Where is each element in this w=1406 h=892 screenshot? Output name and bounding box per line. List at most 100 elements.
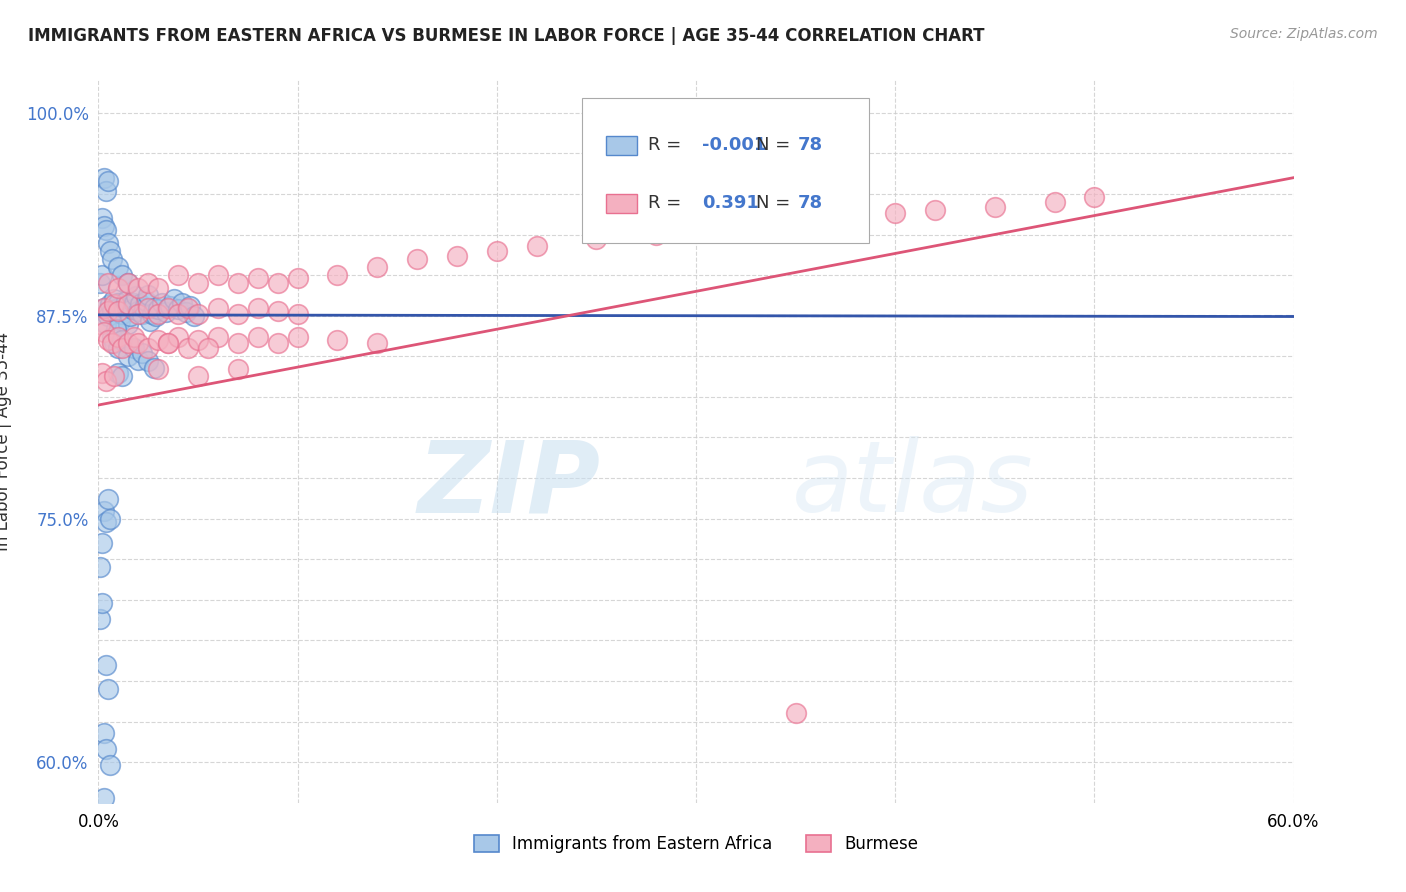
Point xyxy=(157,336,180,351)
Point xyxy=(112,301,135,315)
Point xyxy=(131,346,153,360)
Point xyxy=(207,268,229,282)
Point xyxy=(1083,190,1105,204)
Text: ZIP: ZIP xyxy=(418,436,600,533)
Point xyxy=(96,184,118,198)
Point xyxy=(226,362,249,376)
Point xyxy=(984,200,1007,214)
Point xyxy=(167,268,190,282)
Legend: Immigrants from Eastern Africa, Burmese: Immigrants from Eastern Africa, Burmese xyxy=(467,828,925,860)
Point xyxy=(103,297,125,311)
Point xyxy=(93,791,115,805)
FancyBboxPatch shape xyxy=(606,194,637,212)
Point xyxy=(117,277,139,291)
Point xyxy=(101,330,124,344)
Point xyxy=(96,374,118,388)
Point xyxy=(136,277,159,291)
Point xyxy=(111,307,134,321)
Text: R =: R = xyxy=(648,194,682,212)
Point xyxy=(134,301,156,315)
Text: atlas: atlas xyxy=(792,436,1033,533)
Point xyxy=(98,511,122,525)
Point xyxy=(97,277,120,291)
Point xyxy=(103,368,125,383)
Y-axis label: In Labor Force | Age 35-44: In Labor Force | Age 35-44 xyxy=(0,332,11,551)
Point xyxy=(157,301,180,315)
Point xyxy=(148,333,170,347)
Point xyxy=(97,303,120,318)
Point xyxy=(924,203,946,218)
Point xyxy=(89,317,111,331)
Point xyxy=(96,515,118,529)
Point xyxy=(97,682,120,697)
Point xyxy=(117,297,139,311)
Point xyxy=(89,612,111,626)
Point xyxy=(406,252,429,266)
Point xyxy=(174,305,197,319)
Point xyxy=(93,170,115,185)
Point xyxy=(96,317,118,331)
Point xyxy=(267,277,290,291)
Point xyxy=(97,309,120,323)
Point xyxy=(136,341,159,355)
Text: R =: R = xyxy=(648,136,682,154)
Point xyxy=(177,301,200,315)
Point xyxy=(127,336,149,351)
Point xyxy=(127,303,149,318)
Point xyxy=(91,211,114,226)
Point xyxy=(226,307,249,321)
Point xyxy=(124,295,146,310)
Point xyxy=(117,349,139,363)
Point xyxy=(97,333,120,347)
Point xyxy=(93,503,115,517)
Point xyxy=(884,206,907,220)
Point xyxy=(157,336,180,351)
Point xyxy=(127,352,149,367)
Point xyxy=(143,360,166,375)
Point xyxy=(785,706,807,721)
Point xyxy=(844,211,866,226)
Text: 0.391: 0.391 xyxy=(702,194,759,212)
Point xyxy=(141,307,163,321)
Point xyxy=(585,232,607,246)
Text: IMMIGRANTS FROM EASTERN AFRICA VS BURMESE IN LABOR FORCE | AGE 35-44 CORRELATION: IMMIGRANTS FROM EASTERN AFRICA VS BURMES… xyxy=(28,27,984,45)
Point xyxy=(127,307,149,321)
Point xyxy=(91,596,114,610)
Point xyxy=(155,305,177,319)
Point xyxy=(526,239,548,253)
Point xyxy=(105,321,128,335)
Point xyxy=(366,336,388,351)
Text: 78: 78 xyxy=(797,194,823,212)
Point xyxy=(93,301,115,315)
Point xyxy=(93,726,115,740)
Point xyxy=(187,333,209,347)
Point xyxy=(93,325,115,339)
Point xyxy=(785,216,807,230)
Point xyxy=(724,219,747,234)
Point xyxy=(287,307,309,321)
Point xyxy=(111,268,134,282)
Point xyxy=(115,294,138,309)
Point xyxy=(179,299,201,313)
Point xyxy=(287,330,309,344)
Point xyxy=(485,244,508,258)
Point xyxy=(111,333,134,347)
Point xyxy=(135,294,157,309)
Point xyxy=(93,301,115,315)
Point xyxy=(139,313,162,327)
Point xyxy=(89,277,111,291)
Point xyxy=(125,289,148,303)
Point xyxy=(246,271,269,285)
Point xyxy=(129,297,152,311)
Point xyxy=(1043,195,1066,210)
Point xyxy=(107,366,129,380)
Text: Source: ZipAtlas.com: Source: ZipAtlas.com xyxy=(1230,27,1378,41)
Point xyxy=(159,299,181,313)
Point xyxy=(107,281,129,295)
Point xyxy=(326,333,349,347)
Point xyxy=(107,330,129,344)
Point xyxy=(120,309,142,323)
Point xyxy=(148,281,170,295)
Point xyxy=(110,313,132,327)
Point xyxy=(226,336,249,351)
